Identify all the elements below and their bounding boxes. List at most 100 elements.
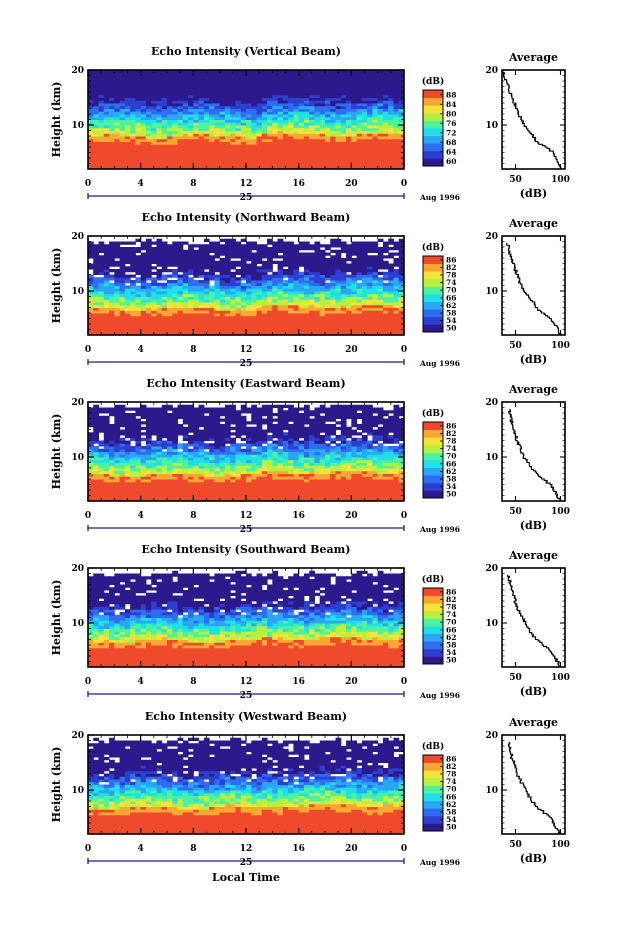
heatmap-cell (114, 443, 121, 447)
heatmap-cell (272, 280, 279, 284)
heatmap-cell (272, 277, 279, 281)
heatmap-cell (388, 296, 394, 300)
heatmap-cell (188, 100, 194, 104)
heatmap-cell (145, 324, 152, 328)
heatmap-cell (325, 266, 331, 270)
heatmap-cell (288, 252, 294, 256)
heatmap-cell (130, 130, 136, 134)
heatmap-cell (340, 152, 347, 156)
heatmap-cell (377, 144, 384, 148)
heatmap-cell (288, 83, 294, 87)
heatmap-cell (219, 152, 226, 156)
heatmap-cell (198, 244, 205, 248)
heatmap-cell (272, 149, 279, 153)
heatmap-cell (182, 258, 189, 262)
heatmap-cell (361, 310, 368, 314)
heatmap-cell (151, 413, 157, 417)
heatmap-cell (214, 86, 221, 90)
heatmap-cell (388, 83, 394, 87)
heatmap-cell (351, 70, 358, 74)
heatmap-cell (156, 468, 163, 472)
heatmap-cell (119, 252, 126, 256)
heatmap-cell (377, 116, 384, 120)
heatmap-cell (246, 285, 252, 289)
heatmap-cell (172, 479, 179, 483)
heatmap-cell (145, 459, 152, 463)
heatmap-cell (267, 116, 273, 120)
heatmap-cell (235, 321, 242, 325)
heatmap-cell (198, 133, 205, 137)
heatmap-cell (325, 152, 331, 156)
heatmap-cell (88, 443, 94, 447)
heatmap-cell (214, 326, 221, 330)
heatmap-cell (156, 111, 163, 115)
heatmap-cell (282, 252, 289, 256)
heatmap-cell (114, 97, 121, 101)
heatmap-cell (140, 285, 147, 289)
heatmap-cell (130, 332, 136, 336)
heatmap-cell (167, 484, 173, 488)
heatmap-cell (235, 100, 242, 104)
heatmap-cell (124, 130, 131, 134)
heatmap-cell (109, 116, 115, 120)
heatmap-cell (261, 94, 268, 98)
heatmap-cell (267, 296, 273, 300)
heatmap-cell (156, 274, 163, 278)
heatmap-cell (161, 108, 168, 112)
heatmap-cell (151, 94, 157, 98)
heatmap-cell (330, 310, 337, 314)
heatmap-cell (346, 103, 352, 107)
heatmap-cell (182, 158, 189, 162)
heatmap-cell (367, 136, 373, 140)
heatmap-cell (325, 92, 331, 96)
heatmap-cell (293, 122, 300, 126)
heatmap-cell (88, 495, 94, 499)
heatmap-cell (298, 149, 305, 153)
heatmap-cell (235, 163, 242, 167)
heatmap-cell (330, 89, 337, 93)
heatmap-cell (293, 114, 300, 118)
heatmap-cell (109, 437, 115, 441)
heatmap-cell (188, 326, 194, 330)
heatmap-cell (177, 100, 184, 104)
heatmap-cell (277, 127, 284, 131)
heatmap-cell (393, 147, 400, 151)
heatmap-cell (188, 78, 194, 82)
heatmap-cell (224, 288, 231, 292)
heatmap-cell (303, 258, 310, 262)
heatmap-cell (188, 296, 194, 300)
heatmap-cell (393, 293, 400, 297)
y-axis-label: Height (km) (50, 248, 63, 324)
heatmap-cell (135, 285, 142, 289)
heatmap-cell (288, 260, 294, 264)
heatmap-cell (372, 244, 379, 248)
heatmap-cell (130, 138, 136, 142)
heatmap-cell (319, 293, 326, 297)
heatmap-cell (224, 103, 231, 107)
heatmap-cell (261, 149, 268, 153)
heatmap-cell (240, 263, 247, 267)
heatmap-cell (303, 114, 310, 118)
heatmap-cell (367, 116, 373, 120)
heatmap-cell (235, 324, 242, 328)
heatmap-cell (88, 462, 94, 466)
heatmap-cell (130, 249, 136, 253)
heatmap-cell (351, 277, 358, 281)
heatmap-cell (124, 288, 131, 292)
heatmap-cell (182, 266, 189, 270)
heatmap-cell (224, 296, 231, 300)
heatmap-cell (161, 94, 168, 98)
heatmap-cell (367, 307, 373, 311)
heatmap-cell (309, 269, 315, 273)
heatmap-cell (151, 127, 157, 131)
heatmap-cell (361, 122, 368, 126)
heatmap-cell (267, 324, 273, 328)
heatmap-cell (135, 304, 142, 308)
heatmap-cell (219, 332, 226, 336)
heatmap-cell (93, 421, 100, 425)
heatmap-cell (340, 97, 347, 101)
heatmap-cell (298, 72, 305, 76)
heatmap-cell (88, 440, 94, 444)
heatmap-cell (351, 111, 358, 115)
heatmap-cell (124, 415, 131, 419)
